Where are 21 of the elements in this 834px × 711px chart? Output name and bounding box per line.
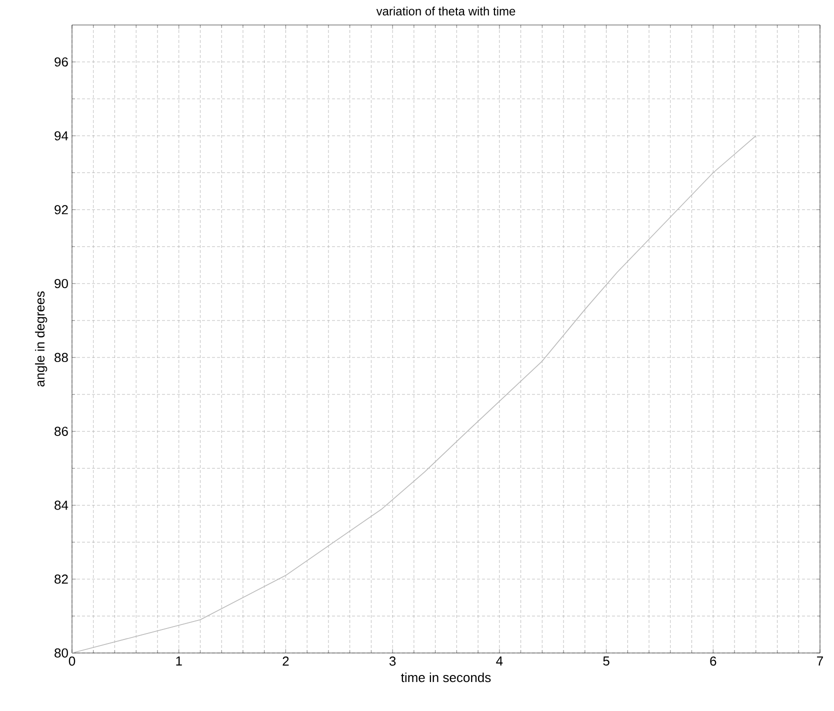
x-tick-label: 6 xyxy=(710,656,716,666)
y-tick-label: 92 xyxy=(54,205,68,214)
x-tick-label: 5 xyxy=(603,656,610,666)
x-tick-label: 7 xyxy=(817,656,823,666)
y-tick-label: 96 xyxy=(54,57,68,67)
y-tick-label: 82 xyxy=(54,574,68,584)
x-tick-label: 3 xyxy=(389,656,396,666)
x-tick-label: 4 xyxy=(496,656,503,666)
y-tick-label: 86 xyxy=(54,426,68,436)
x-tick-label: 0 xyxy=(68,656,76,666)
y-tick-label: 80 xyxy=(54,648,68,658)
x-axis-title: time in seconds xyxy=(401,672,491,682)
chart-title: variation of theta with time xyxy=(376,6,516,16)
y-axis-title: angle in degrees xyxy=(35,291,48,387)
y-tick-label: 84 xyxy=(54,500,68,510)
y-tick-label: 90 xyxy=(54,278,68,288)
y-tick-label: 88 xyxy=(54,352,68,362)
line-series xyxy=(72,135,756,653)
x-tick-label: 2 xyxy=(282,656,289,666)
y-tick-label: 94 xyxy=(54,131,68,140)
x-tick-label: 1 xyxy=(176,656,182,666)
